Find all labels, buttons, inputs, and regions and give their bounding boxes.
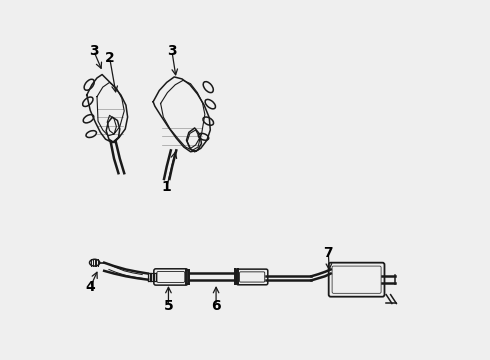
Text: 3: 3 (167, 44, 177, 58)
Text: 4: 4 (85, 280, 95, 294)
Text: 7: 7 (323, 246, 333, 260)
Text: 6: 6 (211, 299, 221, 313)
Text: 1: 1 (162, 180, 172, 194)
Text: 5: 5 (164, 299, 173, 313)
Text: 3: 3 (89, 44, 98, 58)
Text: 2: 2 (105, 50, 115, 64)
